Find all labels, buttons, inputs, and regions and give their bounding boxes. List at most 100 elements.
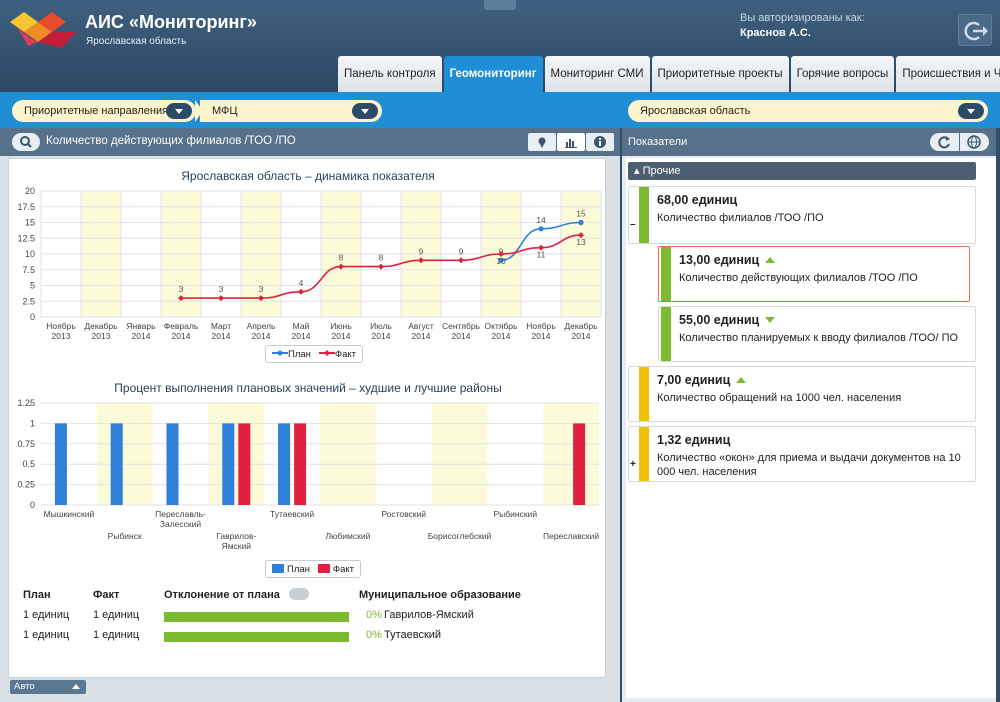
collapse-icon[interactable]: –: [630, 219, 636, 230]
fact-point[interactable]: [378, 263, 384, 270]
arrow-down-icon: [765, 317, 776, 323]
fact-point[interactable]: [298, 288, 304, 295]
chevron-down-icon[interactable]: [958, 103, 984, 119]
x-tick-label: Июнь: [330, 321, 352, 331]
x-tick-label: Март: [211, 321, 231, 331]
table-row[interactable]: 1 единиц 1 единиц 0% Гаврилов-Ямский: [21, 609, 581, 629]
logout-button[interactable]: [958, 14, 992, 46]
indicator-card[interactable]: 13,00 единиц Количество действующих филиа…: [658, 246, 970, 302]
y-tick-label: 2.5: [22, 296, 35, 306]
x-tick-label: Тутаевский: [270, 509, 314, 519]
x-tick-label: Борисоглебский: [428, 531, 492, 541]
x-tick-label: 2014: [452, 331, 471, 341]
y-tick-label: 1: [30, 418, 35, 428]
region-select[interactable]: Ярославская область: [628, 100, 988, 122]
fact-point[interactable]: [258, 295, 264, 302]
legend-plan[interactable]: План: [272, 349, 311, 360]
legend-plan-bar[interactable]: План: [272, 564, 310, 575]
bar-plan[interactable]: [110, 423, 123, 505]
x-tick-label: Апрель: [247, 321, 276, 331]
tab-5[interactable]: Происшествия и ЧС: [896, 56, 1000, 92]
indicator-card[interactable]: 1,32 единиц Количество «окон» для приема …: [628, 426, 976, 482]
x-tick-label: Ямский: [222, 541, 252, 551]
legend-fact-bar[interactable]: Факт: [317, 564, 354, 575]
auth-label: Вы авторизированы как:: [740, 12, 865, 24]
tab-3[interactable]: Приоритетные проекты: [651, 56, 789, 92]
expand-icon[interactable]: +: [630, 459, 636, 470]
bar-fact[interactable]: [238, 423, 251, 505]
indicator-card[interactable]: 55,00 единиц Количество планируемых к вво…: [658, 306, 976, 362]
subject-select[interactable]: МФЦ: [200, 100, 382, 122]
shaded-column: [543, 403, 599, 505]
chart-view-button[interactable]: [557, 133, 585, 151]
fact-point[interactable]: [578, 232, 584, 239]
map-view-button[interactable]: [528, 133, 556, 151]
collapse-header-button[interactable]: [484, 0, 516, 10]
plan-point[interactable]: [538, 226, 544, 232]
bar-fact[interactable]: [573, 423, 586, 505]
refresh-button[interactable]: [930, 133, 959, 151]
col-fact: Факт: [93, 589, 120, 601]
fact-point[interactable]: [178, 295, 184, 302]
tab-4[interactable]: Горячие вопросы: [790, 56, 895, 92]
y-tick-label: 5: [30, 281, 35, 291]
indicator-card[interactable]: 68,00 единиц Количество филиалов /ТОО /ПО…: [628, 186, 976, 244]
status-strip: [639, 367, 649, 421]
tab-0[interactable]: Панель контроля: [338, 56, 442, 92]
auto-mode-button[interactable]: Авто: [10, 680, 86, 694]
chevron-down-icon[interactable]: [166, 103, 192, 119]
filter-bar: Приоритетные направления МФЦ Ярославская…: [0, 92, 1000, 128]
info-view-button[interactable]: [586, 133, 614, 151]
search-button[interactable]: [12, 133, 40, 151]
fact-point[interactable]: [218, 295, 224, 302]
x-tick-label: Мышкинский: [44, 509, 95, 519]
plan-point[interactable]: [498, 257, 504, 263]
bar-plan[interactable]: [54, 423, 67, 505]
bar-fact[interactable]: [294, 423, 307, 505]
legend-fact[interactable]: Факт: [318, 349, 356, 360]
plan-point[interactable]: [578, 219, 584, 226]
arrow-up-icon: [765, 257, 776, 263]
fact-point[interactable]: [458, 257, 464, 264]
tab-2[interactable]: Мониторинг СМИ: [544, 56, 650, 92]
shaded-column: [208, 403, 265, 505]
x-tick-label: Ноябрь: [526, 321, 556, 331]
region-select-value: Ярославская область: [640, 105, 751, 117]
direction-select[interactable]: Приоритетные направления: [12, 100, 196, 122]
x-tick-label: Рыбинский: [494, 509, 538, 519]
group-label: Прочие: [642, 165, 681, 177]
line-chart: 02.557.51012.51517.520Ноябрь2013Декабрь2…: [17, 186, 602, 341]
row-plan: 1 единиц: [23, 629, 70, 641]
fact-point[interactable]: [498, 251, 504, 257]
bar-plan[interactable]: [278, 423, 291, 505]
chart-content: Ярославская область – динамика показател…: [8, 158, 606, 678]
x-tick-label: Июль: [370, 321, 392, 331]
chevron-down-icon[interactable]: [352, 103, 378, 119]
bar-plan[interactable]: [222, 423, 235, 505]
legend-plan-marker: [272, 350, 288, 355]
sort-icon[interactable]: [289, 588, 309, 600]
bar-plan[interactable]: [166, 423, 179, 505]
app-header: АИС «Мониторинг» Ярославская область Вы …: [0, 0, 1000, 92]
x-tick-label: Ноябрь: [46, 321, 76, 331]
data-label: 14: [536, 215, 546, 225]
indicator-card[interactable]: 7,00 единиц Количество обращений на 1000 …: [628, 366, 976, 422]
tab-1[interactable]: Геомониторинг: [443, 56, 543, 92]
x-tick-label: Переславль-: [155, 509, 206, 519]
shaded-column: [320, 403, 376, 505]
group-header[interactable]: ▴ Прочие: [628, 162, 976, 180]
fact-point[interactable]: [338, 263, 344, 270]
shaded-column: [431, 403, 488, 505]
x-tick-label: Октябрь: [485, 321, 519, 331]
y-tick-label: 0.75: [17, 439, 35, 449]
x-tick-label: 2014: [412, 331, 431, 341]
indicator-value-text: 55,00 единиц: [679, 313, 760, 327]
right-panel-header: Показатели: [622, 128, 996, 156]
table-row[interactable]: 1 единиц 1 единиц 0% Тутаевский: [21, 629, 581, 649]
fact-point[interactable]: [538, 244, 544, 251]
bar-chart-legend: План Факт: [265, 560, 362, 578]
globe-button[interactable]: [960, 133, 989, 151]
fact-point[interactable]: [418, 257, 424, 264]
x-tick-label: 2014: [332, 331, 351, 341]
indicators-body: ▴ Прочие 68,00 единиц Количество филиалов…: [626, 158, 996, 698]
